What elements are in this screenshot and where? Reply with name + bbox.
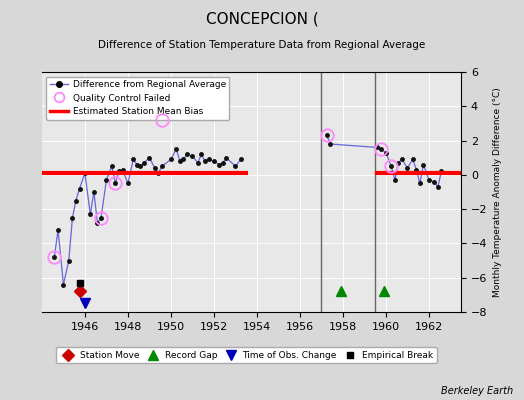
Legend: Station Move, Record Gap, Time of Obs. Change, Empirical Break: Station Move, Record Gap, Time of Obs. C…: [56, 347, 437, 364]
Text: Difference of Station Temperature Data from Regional Average: Difference of Station Temperature Data f…: [99, 40, 425, 50]
Text: Berkeley Earth: Berkeley Earth: [441, 386, 514, 396]
Legend: Difference from Regional Average, Quality Control Failed, Estimated Station Mean: Difference from Regional Average, Qualit…: [47, 76, 230, 120]
Text: CONCEPCION (: CONCEPCION (: [205, 12, 319, 27]
Y-axis label: Monthly Temperature Anomaly Difference (°C): Monthly Temperature Anomaly Difference (…: [493, 87, 502, 297]
